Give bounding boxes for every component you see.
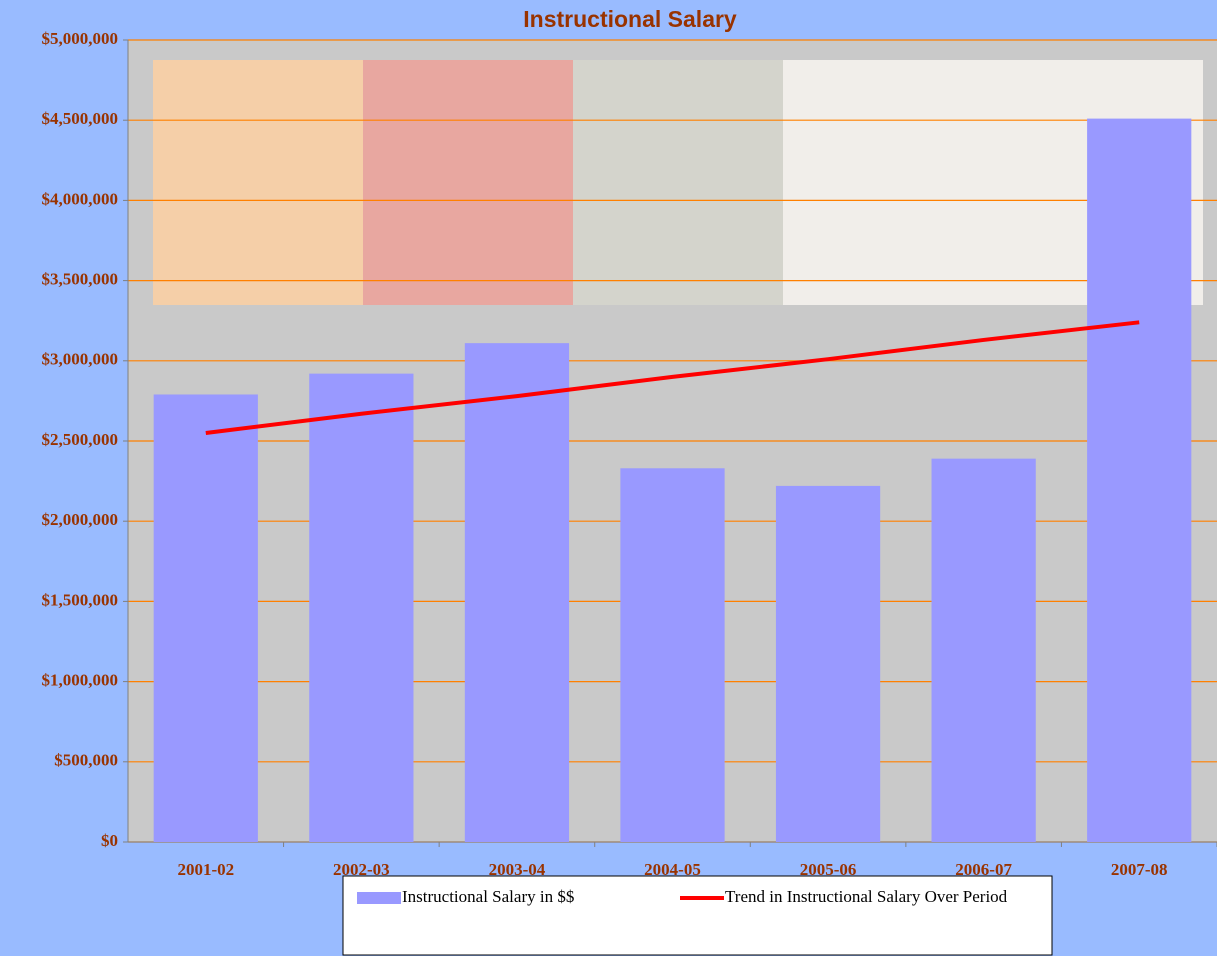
legend-swatch [357, 892, 401, 904]
x-tick-label: 2006-07 [955, 860, 1012, 879]
y-tick-label: $3,500,000 [42, 270, 119, 289]
bar [309, 374, 413, 842]
bar [154, 394, 258, 842]
decoration [573, 60, 783, 305]
y-tick-label: $4,000,000 [42, 189, 119, 208]
y-tick-label: $0 [101, 831, 118, 850]
chart: Instructional Salary $0 $500,000 $1,000,00… [0, 0, 1217, 956]
decoration [153, 60, 363, 305]
bar [776, 486, 880, 842]
legend-label: Trend in Instructional Salary Over Perio… [725, 887, 1008, 906]
bar [932, 459, 1036, 842]
x-tick-label: 2003-04 [489, 860, 546, 879]
y-tick-label: $1,000,000 [42, 671, 119, 690]
x-tick-label: 2002-03 [333, 860, 390, 879]
legend-label: Instructional Salary in $$ [402, 887, 574, 906]
y-tick-label: $5,000,000 [42, 29, 119, 48]
x-tick-label: 2001-02 [177, 860, 234, 879]
y-tick-label: $3,000,000 [42, 350, 119, 369]
chart-title: Instructional Salary [523, 6, 737, 32]
y-tick-label: $500,000 [54, 751, 118, 770]
y-tick-label: $1,500,000 [42, 590, 119, 609]
y-tick-label: $4,500,000 [42, 109, 119, 128]
y-tick-label: $2,500,000 [42, 430, 119, 449]
y-tick-label: $2,000,000 [42, 510, 119, 529]
decoration [363, 60, 573, 305]
x-tick-label: 2004-05 [644, 860, 701, 879]
x-tick-label: 2005-06 [800, 860, 857, 879]
bar [1087, 119, 1191, 842]
bar [620, 468, 724, 842]
x-tick-label: 2007-08 [1111, 860, 1168, 879]
bar [465, 343, 569, 842]
